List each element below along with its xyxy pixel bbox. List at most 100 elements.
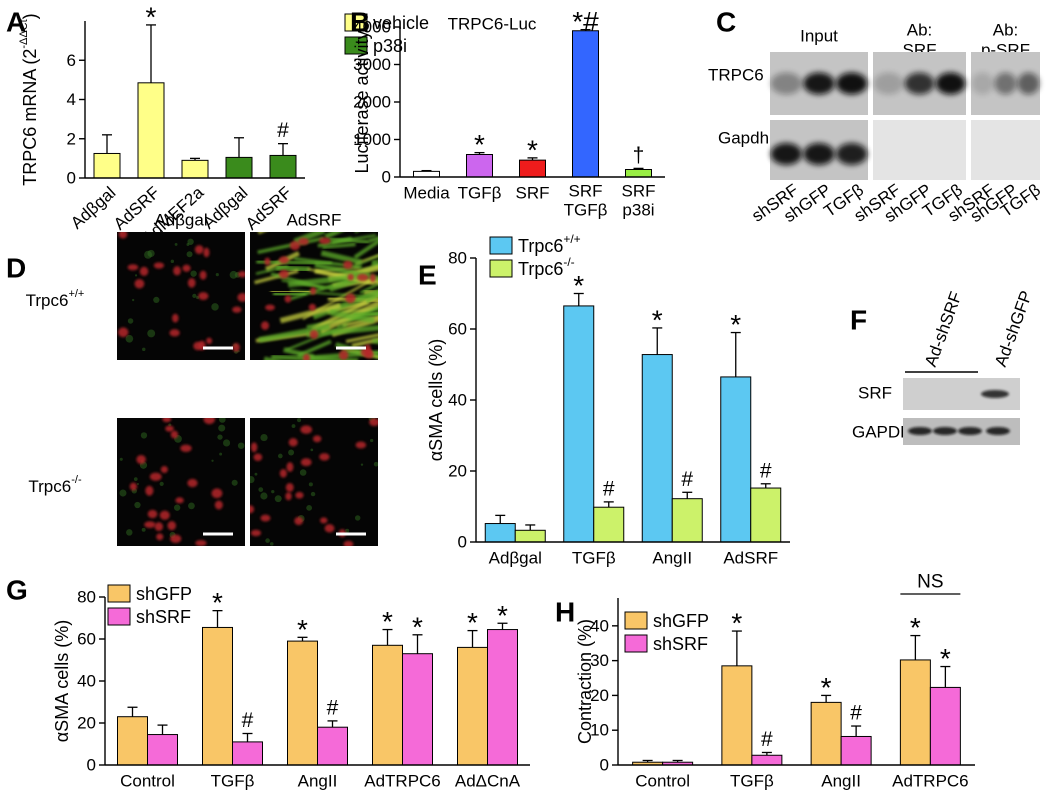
y-axis-label-end: ): [20, 13, 40, 19]
blot-band: [935, 72, 966, 95]
speck: [360, 463, 364, 466]
blot-band: [971, 72, 994, 95]
significance-marker: *: [910, 612, 921, 643]
speck: [237, 442, 245, 450]
nucleus: [253, 453, 263, 462]
nucleus: [232, 306, 242, 313]
fiber: [258, 324, 331, 343]
nucleus: [294, 516, 304, 526]
blot-header: Ab:: [993, 21, 1019, 40]
significance-marker: *: [297, 614, 308, 645]
fiber: [322, 242, 356, 249]
error-bar: [730, 331, 741, 377]
nucleus: [355, 441, 367, 449]
x-tick-label: SRF: [516, 184, 550, 203]
nucleus: [159, 510, 170, 520]
fiber: [353, 311, 378, 317]
error-bar: [190, 157, 200, 161]
significance-marker: *: [731, 608, 742, 639]
panel-letter: F: [850, 305, 867, 336]
nucleus: [136, 454, 146, 465]
bar: [202, 626, 233, 766]
speck: [119, 489, 127, 497]
nucleus: [214, 500, 223, 510]
significance-marker: *: [467, 607, 478, 638]
nucleus: [295, 491, 304, 499]
blot-band: [803, 72, 835, 95]
speck: [147, 329, 156, 338]
nucleus: [284, 295, 292, 303]
error-bar: [573, 292, 584, 306]
significance-marker: #: [760, 459, 772, 482]
speck: [277, 453, 283, 459]
speck: [215, 273, 219, 277]
speck: [310, 448, 314, 452]
panel-letter: H: [555, 597, 575, 628]
nucleus: [170, 534, 182, 543]
nucleus: [364, 350, 374, 359]
bar: [402, 653, 433, 766]
micrograph: [117, 418, 245, 546]
error-bar: [652, 327, 663, 355]
nucleus: [154, 522, 164, 532]
error-bar: [525, 524, 536, 531]
x-tick-label: TGFβ: [730, 772, 774, 791]
error-bar: [910, 634, 921, 660]
significance-marker: *: [497, 600, 508, 631]
speck: [142, 347, 146, 352]
blot-row-label: GAPDH: [852, 423, 912, 442]
speck: [134, 501, 141, 509]
x-tick-label: Control: [120, 772, 175, 791]
legend-name: shSRF: [653, 634, 708, 654]
speck: [254, 472, 258, 476]
blot-background: [873, 120, 966, 180]
nucleus: [286, 462, 294, 472]
legend-swatch: [344, 36, 368, 55]
speck: [291, 424, 296, 428]
blot-background: [971, 120, 1040, 180]
panel-letter: G: [6, 575, 28, 606]
nucleus: [187, 278, 196, 288]
significance-marker: *: [212, 587, 223, 618]
bar: [413, 170, 440, 178]
legend-swatch: [489, 236, 513, 255]
speck: [141, 527, 146, 532]
nucleus: [203, 418, 215, 425]
fiber: [341, 350, 378, 354]
nucleus: [134, 279, 145, 289]
y-tick-label: 2: [67, 129, 76, 148]
speck: [218, 424, 226, 432]
nucleus: [198, 292, 209, 300]
bar: [147, 734, 178, 766]
legend-label: Trpc6-/-: [518, 255, 575, 279]
significance-marker: #: [242, 709, 254, 732]
speck: [190, 270, 197, 277]
bar: [137, 82, 165, 179]
y-axis-label: αSMA cells (%): [52, 620, 72, 742]
bar: [484, 523, 516, 543]
nucleus: [182, 264, 191, 272]
speck: [144, 250, 153, 259]
error-bar: [682, 491, 693, 499]
legend-label: shGFP: [653, 611, 709, 631]
nucleus: [300, 458, 312, 467]
nucleus: [145, 485, 154, 496]
nucleus: [129, 482, 138, 491]
fiber: [351, 337, 378, 348]
bar: [899, 659, 931, 766]
error-bar: [642, 759, 653, 763]
fiber: [314, 262, 378, 281]
y-axis-label: αSMA cells (%): [426, 339, 446, 461]
speck: [260, 433, 268, 442]
nucleus: [312, 435, 322, 443]
nucleus: [324, 524, 335, 533]
row-label-name: Trpc6: [28, 477, 71, 496]
speck: [192, 293, 197, 298]
bar: [720, 376, 752, 543]
chart-title: TRPC6-Luc: [448, 15, 537, 34]
fiber: [273, 291, 307, 298]
x-tick-label: TGFβ: [458, 184, 502, 203]
bar: [232, 741, 263, 766]
nucleus: [162, 418, 172, 423]
bar: [269, 154, 297, 179]
